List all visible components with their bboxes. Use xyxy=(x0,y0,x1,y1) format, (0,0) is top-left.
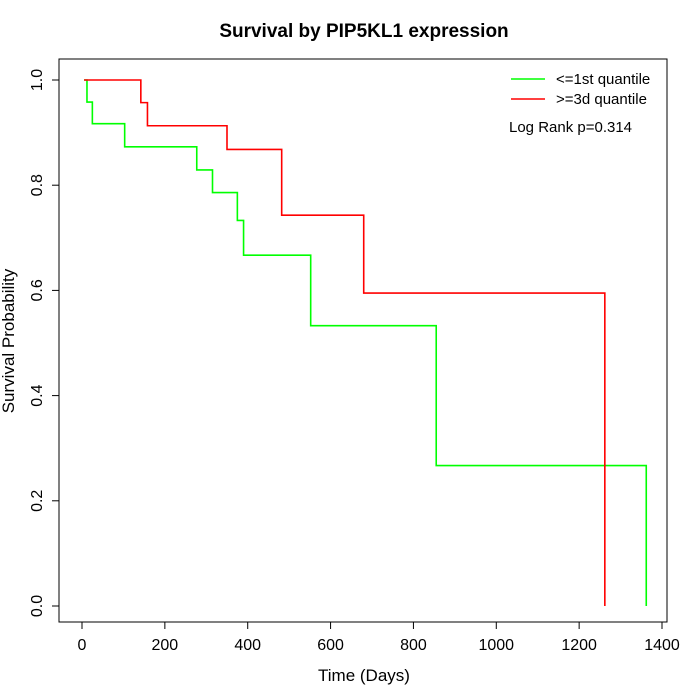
y-tick-label: 0.4 xyxy=(29,384,46,406)
x-axis: 0 200 400 600 800 1000 1200 1400 xyxy=(78,621,680,654)
y-axis-label: Survival Probability xyxy=(0,268,18,413)
legend-label-0: <=1st quantile xyxy=(556,71,650,88)
x-tick-label: 1000 xyxy=(478,637,514,654)
y-tick-label: 0.8 xyxy=(29,174,46,196)
x-tick-label: 200 xyxy=(152,637,179,654)
x-tick-label: 1400 xyxy=(644,637,680,654)
y-axis: 0.0 0.2 0.4 0.6 0.8 1.0 xyxy=(29,69,60,617)
y-tick-label: 0.0 xyxy=(29,595,46,617)
x-tick-label: 600 xyxy=(317,637,344,654)
x-tick-label: 0 xyxy=(78,637,87,654)
y-tick-label: 0.2 xyxy=(29,490,46,512)
y-tick-label: 1.0 xyxy=(29,69,46,91)
x-tick-label: 800 xyxy=(400,637,427,654)
x-axis-label: Time (Days) xyxy=(318,666,410,685)
plot-frame xyxy=(58,58,668,623)
series-line-0 xyxy=(84,79,648,606)
chart-title: Survival by PIP5KL1 expression xyxy=(219,21,508,42)
log-rank-annotation: Log Rank p=0.314 xyxy=(509,119,632,136)
x-tick-label: 1200 xyxy=(561,637,597,654)
survival-curves xyxy=(84,79,648,606)
x-tick-label: 400 xyxy=(234,637,261,654)
y-tick-label: 0.6 xyxy=(29,279,46,301)
legend-label-1: >=3d quantile xyxy=(556,91,647,108)
series-line-1 xyxy=(84,79,606,606)
legend: <=1st quantile >=3d quantile xyxy=(511,71,650,108)
